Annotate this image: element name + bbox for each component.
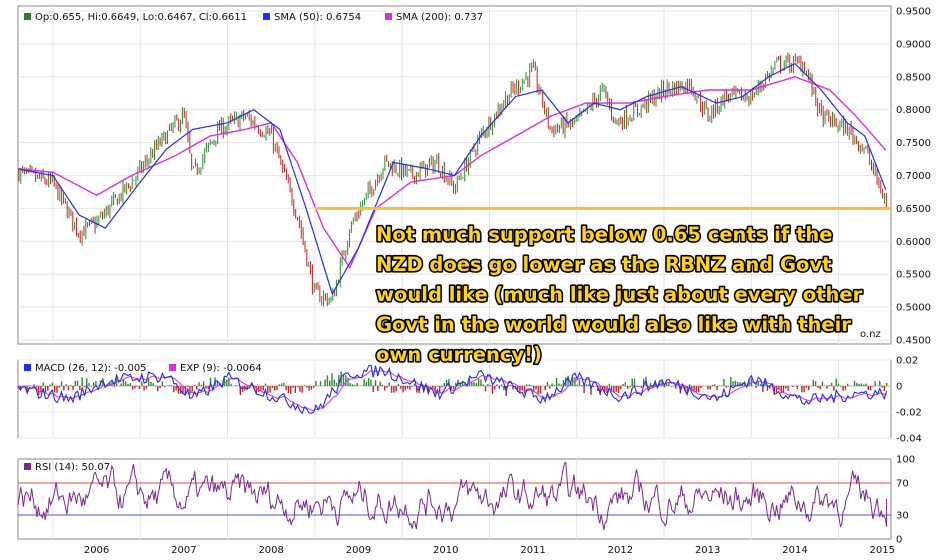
annotation-line: Govt in the world would also like with t… bbox=[376, 313, 851, 336]
price-tick-label: 0.9000 bbox=[896, 39, 931, 50]
sma50-legend-label: SMA (50): 0.6754 bbox=[274, 12, 361, 23]
x-tick-label: 2013 bbox=[695, 545, 720, 556]
macd-panel: 0.02 0 -0.02 -0.04 MACD (26, 12): -0.005 EX… bbox=[17, 356, 922, 445]
annotation-text: Not much support below 0.65 cents if the… bbox=[374, 221, 864, 367]
price-tick-label: 0.8000 bbox=[896, 105, 931, 116]
macd-legend-label: MACD (26, 12): -0.005 bbox=[35, 363, 147, 374]
x-tick-label: 2006 bbox=[84, 545, 109, 556]
price-tick-label: 0.9500 bbox=[896, 7, 931, 18]
price-tick-label: 0.8500 bbox=[896, 72, 931, 83]
rsi-tick-label: 30 bbox=[896, 511, 909, 522]
x-tick-label: 2010 bbox=[433, 545, 458, 556]
sma200-line bbox=[17, 76, 887, 270]
rsi-tick-label: 0 bbox=[896, 535, 902, 546]
macd-legend: MACD (26, 12): -0.005 EXP (9): -0.0064 bbox=[24, 363, 262, 374]
price-tick-label: 0.6500 bbox=[896, 204, 931, 215]
price-tick-label: 0.6000 bbox=[896, 237, 931, 248]
price-tick-label: 0.5000 bbox=[896, 303, 931, 314]
rsi-tick-label: 100 bbox=[896, 455, 915, 466]
sma50-line bbox=[17, 62, 887, 296]
macd-signal-line bbox=[17, 369, 887, 412]
exp-legend-swatch bbox=[169, 364, 176, 371]
x-tick-label: 2008 bbox=[258, 545, 283, 556]
x-tick-label: 2014 bbox=[782, 545, 807, 556]
x-axis: 2006 2007 2008 2009 2010 2011 2012 2013 2014 2015 bbox=[84, 545, 895, 556]
macd-legend-swatch bbox=[24, 364, 31, 371]
annotation-line: own currency!) bbox=[376, 343, 542, 366]
watermark-text: o.nz bbox=[860, 329, 881, 340]
macd-tick-label: -0.04 bbox=[896, 434, 922, 445]
price-tick-label: 0.5500 bbox=[896, 270, 931, 281]
annotation-line: would like (much like just about every o… bbox=[376, 283, 863, 306]
price-panel: 0.9500 0.9000 0.8500 0.8000 0.7500 0.7000 0.65… bbox=[17, 5, 931, 347]
ohlc-legend-label: Op:0.655, Hi:0.6649, Lo:0.6467, Cl:0.661… bbox=[35, 12, 247, 23]
annotation-line: Not much support below 0.65 cents if the bbox=[376, 223, 833, 246]
annotation-line: NZD does go lower as the RBNZ and Govt bbox=[376, 253, 831, 276]
ohlc-legend-swatch bbox=[24, 13, 31, 20]
macd-tick-label: 0.02 bbox=[896, 356, 918, 367]
x-tick-label: 2009 bbox=[346, 545, 371, 556]
x-tick-label: 2012 bbox=[608, 545, 633, 556]
x-tick-label: 2015 bbox=[870, 545, 895, 556]
price-tick-label: 0.7000 bbox=[896, 171, 931, 182]
rsi-legend-label: RSI (14): 50.07 bbox=[35, 462, 110, 473]
x-tick-label: 2007 bbox=[171, 545, 196, 556]
sma200-legend-swatch bbox=[385, 13, 392, 20]
rsi-panel: 100 70 30 0 RSI (14): 50.07 bbox=[17, 455, 915, 546]
exp-legend-label: EXP (9): -0.0064 bbox=[180, 363, 262, 374]
price-legend: Op:0.655, Hi:0.6649, Lo:0.6467, Cl:0.661… bbox=[24, 12, 483, 23]
rsi-tick-label: 70 bbox=[896, 479, 909, 490]
macd-tick-label: 0 bbox=[896, 382, 902, 393]
macd-tick-label: -0.02 bbox=[896, 408, 922, 419]
price-tick-label: 0.4500 bbox=[896, 336, 931, 347]
macd-line bbox=[17, 364, 888, 415]
rsi-line bbox=[17, 461, 888, 530]
rsi-legend: RSI (14): 50.07 bbox=[24, 462, 110, 473]
sma200-legend-label: SMA (200): 0.737 bbox=[396, 12, 483, 23]
price-tick-label: 0.7500 bbox=[896, 138, 931, 149]
x-tick-label: 2011 bbox=[520, 545, 545, 556]
rsi-legend-swatch bbox=[24, 463, 31, 470]
sma50-legend-swatch bbox=[263, 13, 270, 20]
